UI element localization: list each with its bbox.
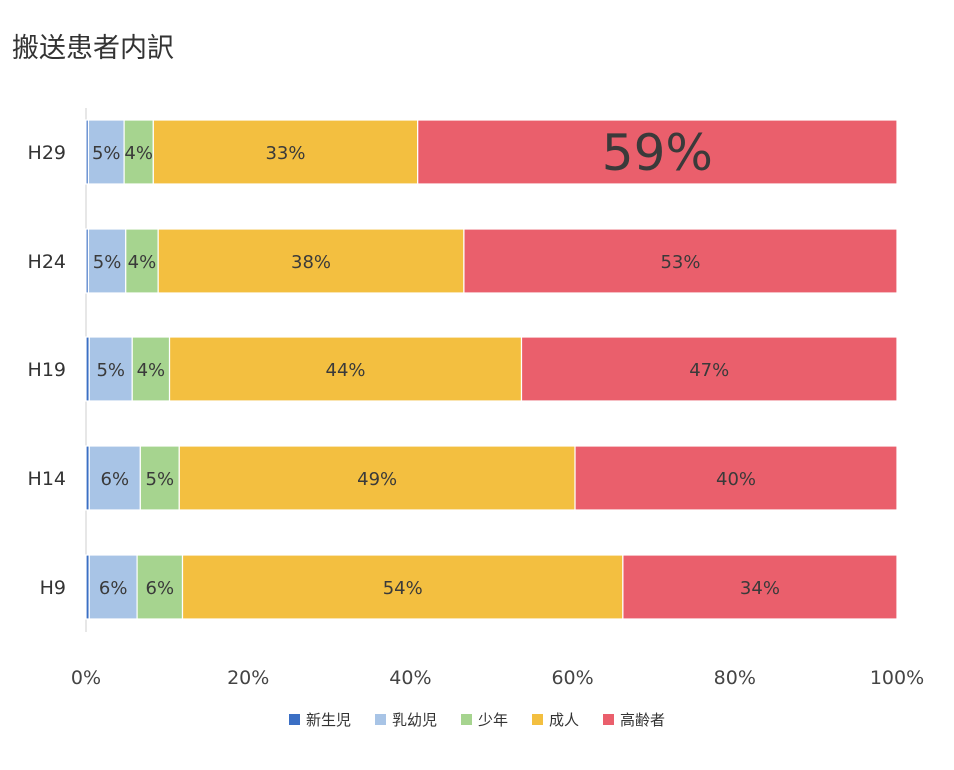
- legend-label: 新生児: [305, 711, 351, 729]
- category-label-h24: H24: [28, 251, 66, 273]
- data-label-h19-5: 47%: [689, 360, 729, 381]
- legend-swatch: [288, 714, 300, 725]
- x-tick-label: 20%: [227, 667, 269, 689]
- legend-item: 新生児: [288, 709, 351, 730]
- x-tick-label: 40%: [389, 667, 431, 689]
- data-label-h29-5: 59%: [602, 124, 713, 182]
- category-label-h29: H29: [28, 142, 66, 164]
- x-tick-label: 0%: [71, 667, 101, 689]
- data-label-h19-4: 44%: [326, 360, 366, 381]
- bar-segment-h14-3: [139, 445, 180, 511]
- data-label-h9-2: 6%: [99, 578, 128, 599]
- bar-segment-h14-2: [88, 445, 141, 511]
- legend-label: 乳幼児: [391, 711, 437, 729]
- data-label-h14-2: 6%: [101, 469, 130, 490]
- bar-segment-h19-3: [131, 336, 171, 402]
- x-tick-label: 80%: [714, 667, 756, 689]
- x-tick-label: 60%: [551, 667, 593, 689]
- legend-swatch: [460, 714, 472, 725]
- bar-segment-h9-4: [181, 554, 624, 620]
- data-label-h24-4: 38%: [291, 252, 331, 273]
- legend-swatch: [603, 714, 615, 725]
- data-label-h29-4: 33%: [265, 143, 305, 164]
- chart-legend: 新生児 乳幼児 少年 成人 高齢者: [0, 709, 954, 730]
- legend-swatch: [374, 714, 386, 725]
- data-label-h9-3: 6%: [146, 578, 175, 599]
- bar-segment-h24-5: [463, 228, 898, 294]
- legend-label: 成人: [549, 711, 580, 729]
- legend-item: 高齢者: [603, 709, 665, 730]
- x-tick-label: 100%: [870, 667, 924, 689]
- data-label-h24-2: 5%: [93, 252, 122, 273]
- bar-segment-h29-2: [87, 119, 125, 185]
- data-label-h29-2: 5%: [92, 143, 121, 164]
- data-label-h19-3: 4%: [137, 360, 166, 381]
- bar-segment-h29-4: [152, 119, 419, 185]
- legend-label: 少年: [477, 711, 508, 729]
- data-label-h14-3: 5%: [146, 469, 175, 490]
- data-label-h29-3: 4%: [124, 143, 153, 164]
- legend-item: 成人: [532, 709, 579, 730]
- bar-segment-h19-5: [520, 336, 898, 402]
- legend-label: 高齢者: [620, 711, 666, 729]
- bar-segment-h14-4: [178, 445, 576, 511]
- bar-segment-h14-5: [574, 445, 898, 511]
- category-label-h19: H19: [28, 359, 66, 381]
- bar-segment-h24-4: [157, 228, 465, 294]
- bar-segment-h29-5: [417, 119, 898, 185]
- bar-segment-h19-4: [168, 336, 523, 402]
- bar-segment-h9-2: [88, 554, 138, 620]
- bar-segment-h9-3: [136, 554, 184, 620]
- data-label-h24-3: 4%: [128, 252, 157, 273]
- legend-swatch: [532, 714, 543, 725]
- data-label-h14-5: 40%: [716, 469, 756, 490]
- data-label-h9-5: 34%: [740, 578, 780, 599]
- data-label-h24-5: 53%: [660, 252, 700, 273]
- category-label-h9: H9: [40, 577, 66, 599]
- bar-segment-h9-5: [622, 554, 898, 620]
- data-label-h9-4: 54%: [383, 578, 423, 599]
- data-label-h14-4: 49%: [357, 469, 397, 490]
- stacked-bar-chart: H29 5% 4% 33% 59%H24 5% 4% 38% 53%H19 5% 4% 44% 47%H…: [28, 108, 924, 689]
- bar-segment-h24-2: [87, 228, 127, 294]
- bar-segment-h19-2: [88, 336, 133, 402]
- category-label-h14: H14: [28, 468, 66, 490]
- chart-title: 搬送患者内訳: [12, 33, 174, 64]
- legend-item: 乳幼児: [374, 709, 437, 730]
- legend-item: 少年: [460, 709, 508, 730]
- data-label-h19-2: 5%: [96, 360, 125, 381]
